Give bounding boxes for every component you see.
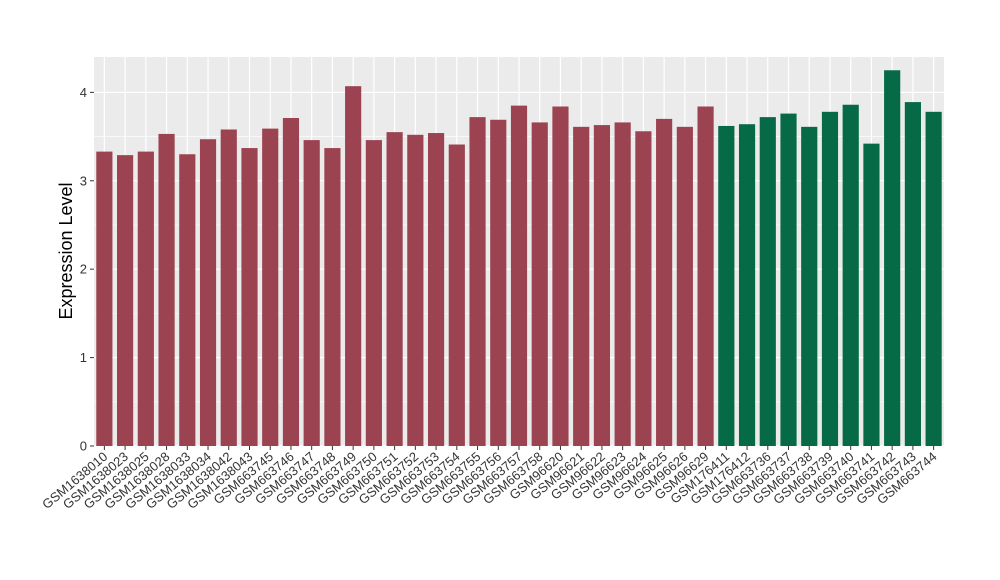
bar-GSM663745 [262, 128, 279, 446]
bar-GSM176412 [738, 124, 756, 446]
bar-GSM663743 [904, 102, 921, 447]
bar-GSM96620 [552, 106, 569, 446]
bar-GSM1638043 [241, 148, 258, 446]
y-tick-label: 3 [80, 173, 87, 188]
bar-GSM663754 [448, 144, 465, 446]
bar-GSM663746 [282, 118, 300, 447]
bar-GSM1638023 [117, 155, 134, 446]
y-tick-label: 2 [80, 262, 87, 277]
bars [96, 70, 942, 447]
bar-GSM663736 [759, 117, 776, 447]
bar-GSM663748 [324, 148, 341, 446]
bar-GSM663744 [925, 111, 942, 447]
y-tick-label: 1 [80, 350, 87, 365]
bar-GSM96622 [593, 125, 611, 446]
y-axis-title: Expression Level [56, 182, 76, 319]
bar-GSM96623 [614, 122, 631, 446]
bar-GSM663749 [345, 86, 362, 447]
bar-GSM1638042 [220, 129, 237, 446]
bar-GSM663740 [842, 104, 859, 446]
bar-GSM96621 [573, 126, 590, 446]
bar-GSM96626 [676, 126, 693, 446]
bar-GSM1638033 [179, 154, 196, 446]
bar-GSM663737 [780, 113, 797, 446]
bar-GSM663758 [531, 122, 548, 446]
y-tick-label: 4 [80, 85, 87, 100]
bar-GSM96624 [635, 131, 652, 446]
bar-GSM1638010 [96, 151, 113, 447]
bar-GSM663750 [365, 140, 382, 446]
bar-GSM663752 [407, 134, 424, 447]
bar-GSM663741 [863, 143, 880, 446]
bar-GSM663753 [427, 133, 445, 447]
bar-GSM1638034 [199, 139, 217, 446]
bar-GSM663742 [884, 70, 901, 447]
bar-GSM663739 [821, 111, 839, 447]
bar-GSM663757 [510, 105, 528, 446]
bar-GSM176411 [718, 125, 735, 446]
bar-GSM663751 [386, 132, 403, 447]
bar-GSM663747 [303, 140, 320, 446]
bar-GSM663755 [469, 117, 486, 447]
bar-GSM1638028 [158, 133, 175, 447]
bar-GSM663756 [490, 119, 507, 447]
y-tick-label: 0 [80, 439, 87, 454]
bar-GSM663738 [801, 126, 818, 446]
bar-GSM96625 [656, 118, 673, 447]
x-axis: GSM1638010GSM1638023GSM1638025GSM1638028… [39, 446, 940, 512]
y-axis: 0 1 2 3 4 [80, 85, 94, 454]
bar-GSM96629 [697, 106, 714, 446]
bar-GSM1638025 [137, 151, 154, 447]
